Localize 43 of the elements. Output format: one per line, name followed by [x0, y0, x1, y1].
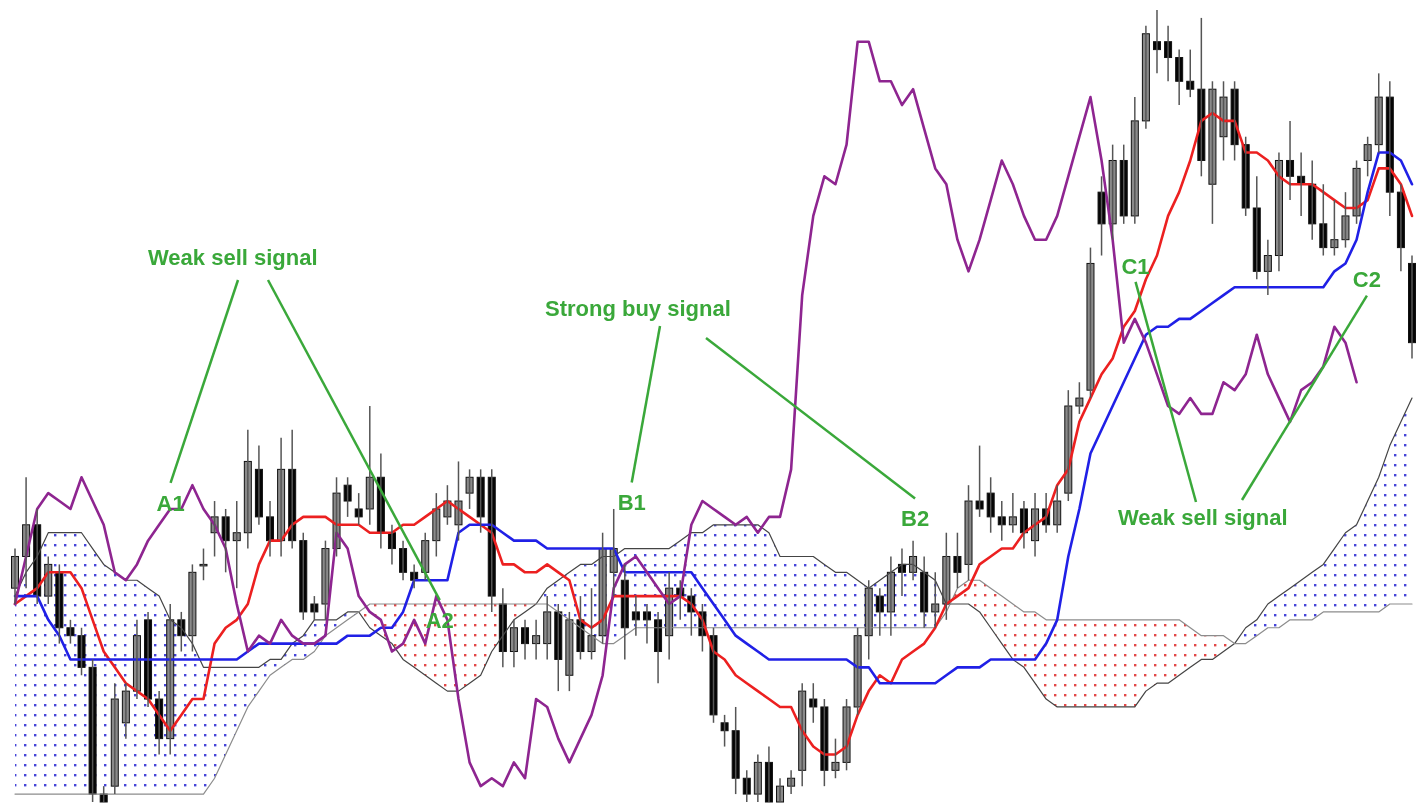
annotation: A1: [156, 490, 185, 516]
annotation: Weak sell signal: [1118, 505, 1288, 530]
candlestick: [321, 539, 330, 621]
candlestick: [188, 563, 197, 653]
candlestick: [88, 658, 97, 803]
candlestick: [1086, 246, 1095, 399]
candlestick: [199, 547, 208, 581]
candlestick: [953, 531, 962, 589]
candlestick: [1186, 48, 1195, 98]
candlestick: [986, 476, 995, 534]
candlestick: [831, 737, 840, 779]
candlestick: [576, 595, 585, 661]
candlestick: [809, 682, 818, 724]
candlestick: [853, 627, 862, 716]
candlestick: [310, 595, 319, 621]
candlestick: [587, 587, 596, 661]
candlestick: [1219, 80, 1228, 162]
candlestick: [709, 627, 718, 724]
annotation: B2: [901, 506, 930, 532]
annotation: Weak sell signal: [148, 245, 318, 270]
candlestick: [232, 500, 241, 589]
candlestick: [1330, 199, 1339, 257]
candlestick: [842, 698, 851, 772]
candlestick: [565, 611, 574, 692]
candlestick: [1352, 159, 1361, 225]
candlestick: [465, 468, 474, 510]
annotation: Strong buy signal: [545, 296, 731, 321]
candlestick: [1230, 80, 1239, 162]
candlestick: [354, 492, 363, 526]
annotation: C2: [1352, 267, 1381, 293]
candlestick: [1097, 175, 1106, 257]
candlestick: [720, 714, 729, 748]
candlestick: [1341, 191, 1350, 249]
candlestick: [343, 476, 352, 518]
candlestick: [1108, 143, 1117, 241]
annotation: C1: [1121, 253, 1150, 279]
candlestick: [77, 627, 86, 677]
candlestick: [1075, 381, 1084, 415]
candlestick: [820, 698, 829, 787]
candlestick: [975, 444, 984, 518]
candlestick: [1208, 80, 1217, 225]
annotation: B1: [617, 490, 646, 516]
candlestick: [66, 619, 75, 645]
